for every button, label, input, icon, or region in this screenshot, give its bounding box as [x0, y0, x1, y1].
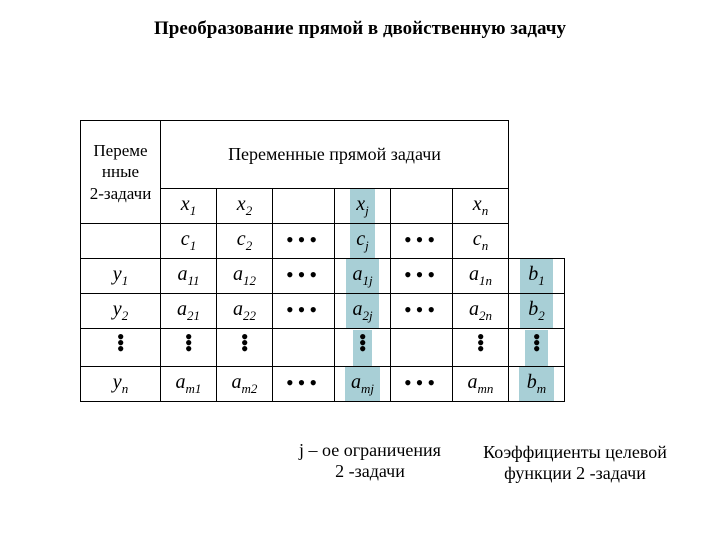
cell-x2: x2 — [217, 189, 273, 224]
blank-corner — [509, 121, 565, 189]
cell-a-ve2 — [391, 329, 453, 367]
cell-a-vj: ••• — [335, 329, 391, 367]
cell-amn: amn — [453, 367, 509, 402]
cell-cdots1: ••• — [273, 224, 335, 259]
header-primal-vars: Переменные прямой задачи — [161, 121, 509, 189]
cell-a-v2: ••• — [217, 329, 273, 367]
cell-a2d: ••• — [273, 294, 335, 329]
cell-a1j: a1j — [335, 259, 391, 294]
cell-bv: ••• — [509, 329, 565, 367]
caption-objective-coeffs: Коэффициенты целевой функции 2 -задачи — [465, 442, 685, 484]
cell-cj: cj — [335, 224, 391, 259]
cell-cn: cn — [453, 224, 509, 259]
cell-a-v1: ••• — [161, 329, 217, 367]
cell-a12: a12 — [217, 259, 273, 294]
cell-c-left — [81, 224, 161, 259]
cell-x1: x1 — [161, 189, 217, 224]
cell-xj: xj — [335, 189, 391, 224]
cell-xn: xn — [453, 189, 509, 224]
cell-xdots1 — [273, 189, 335, 224]
cell-a11: a11 — [161, 259, 217, 294]
cell-y1: y1 — [81, 259, 161, 294]
caption-j-constraint: j – ое ограничения 2 -задачи — [270, 440, 470, 482]
cell-a1n: a1n — [453, 259, 509, 294]
cell-yv: ••• — [81, 329, 161, 367]
header-dual-vars: Переменные2-задачи — [81, 121, 161, 224]
cell-cdots2: ••• — [391, 224, 453, 259]
cell-a2d2: ••• — [391, 294, 453, 329]
cell-amd2: ••• — [391, 367, 453, 402]
cell-c1: c1 — [161, 224, 217, 259]
cell-a1d: ••• — [273, 259, 335, 294]
cell-amj: amj — [335, 367, 391, 402]
cell-am2: am2 — [217, 367, 273, 402]
dual-primal-table: Переменные2-задачи Переменные прямой зад… — [80, 120, 565, 402]
cell-c2: c2 — [217, 224, 273, 259]
cell-yn: yn — [81, 367, 161, 402]
blank-x-b — [509, 189, 565, 224]
cell-a1d2: ••• — [391, 259, 453, 294]
page-title: Преобразование прямой в двойственную зад… — [0, 0, 720, 40]
cell-a-vn: ••• — [453, 329, 509, 367]
cell-am1: am1 — [161, 367, 217, 402]
blank-c-b — [509, 224, 565, 259]
cell-a-ve1 — [273, 329, 335, 367]
cell-xdots2 — [391, 189, 453, 224]
cell-amd: ••• — [273, 367, 335, 402]
cell-bm: bm — [509, 367, 565, 402]
cell-b1: b1 — [509, 259, 565, 294]
